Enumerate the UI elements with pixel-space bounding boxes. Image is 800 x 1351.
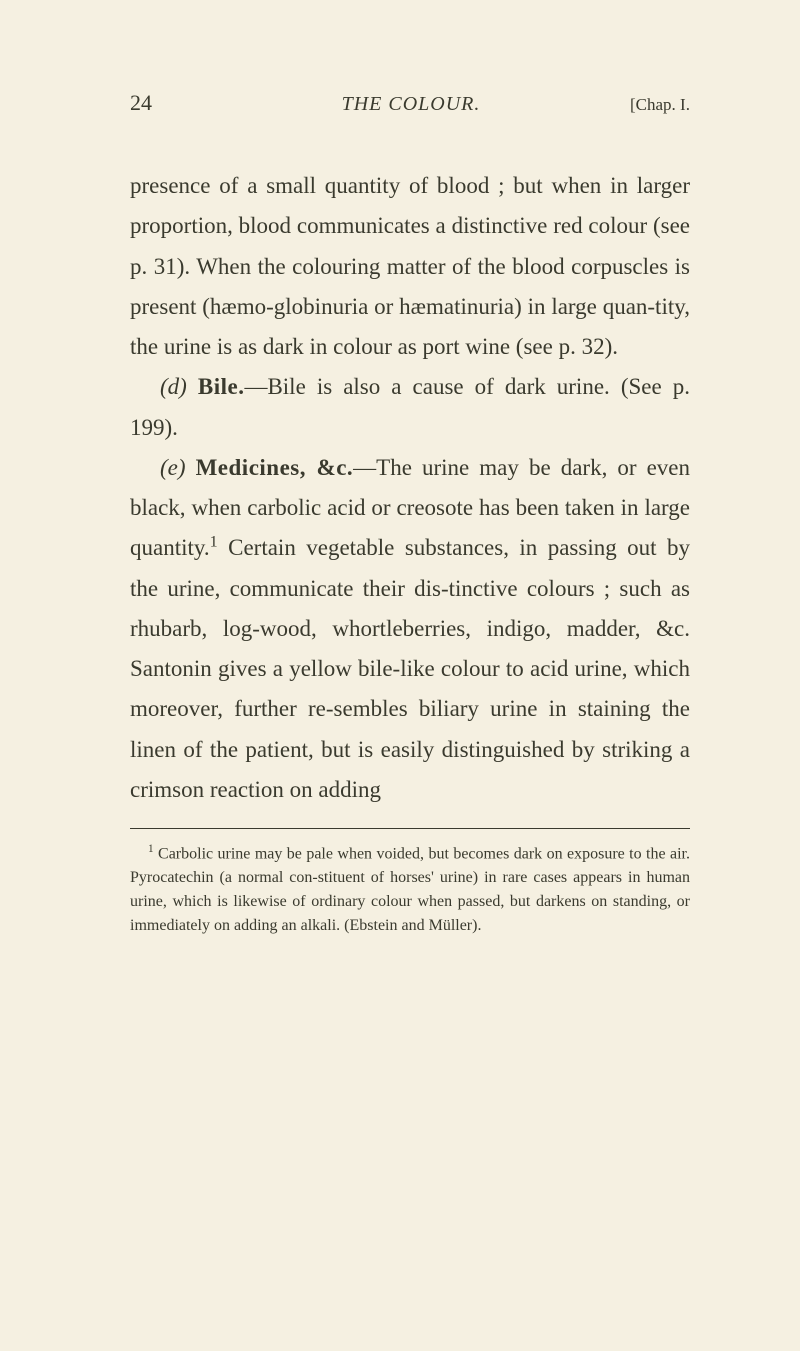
chapter-label: [Chap. I.: [630, 95, 690, 115]
paragraph-3-rest2: Certain vegetable substances, in passing…: [130, 535, 690, 802]
body-text: presence of a small quantity of blood ; …: [130, 166, 690, 810]
page-number: 24: [130, 90, 152, 116]
paragraph-2-prefix: (d): [160, 374, 198, 399]
footnote-separator: [130, 828, 690, 829]
paragraph-3-prefix: (e): [160, 455, 196, 480]
footnote: 1 Carbolic urine may be pale when voided…: [130, 841, 690, 938]
paragraph-2: (d) Bile.—Bile is also a cause of dark u…: [130, 367, 690, 448]
running-title: THE COLOUR.: [342, 93, 481, 116]
page-header: 24 THE COLOUR. [Chap. I.: [130, 90, 690, 116]
paragraph-3-bold: Medicines, &c.: [196, 455, 354, 480]
footnote-ref: 1: [210, 534, 218, 551]
paragraph-1: presence of a small quantity of blood ; …: [130, 166, 690, 367]
paragraph-3: (e) Medicines, &c.—The urine may be dark…: [130, 448, 690, 810]
paragraph-2-bold: Bile.: [198, 374, 245, 399]
paragraph-1-text: presence of a small quantity of blood ; …: [130, 173, 690, 359]
footnote-text: Carbolic urine may be pale when voided, …: [130, 845, 690, 934]
